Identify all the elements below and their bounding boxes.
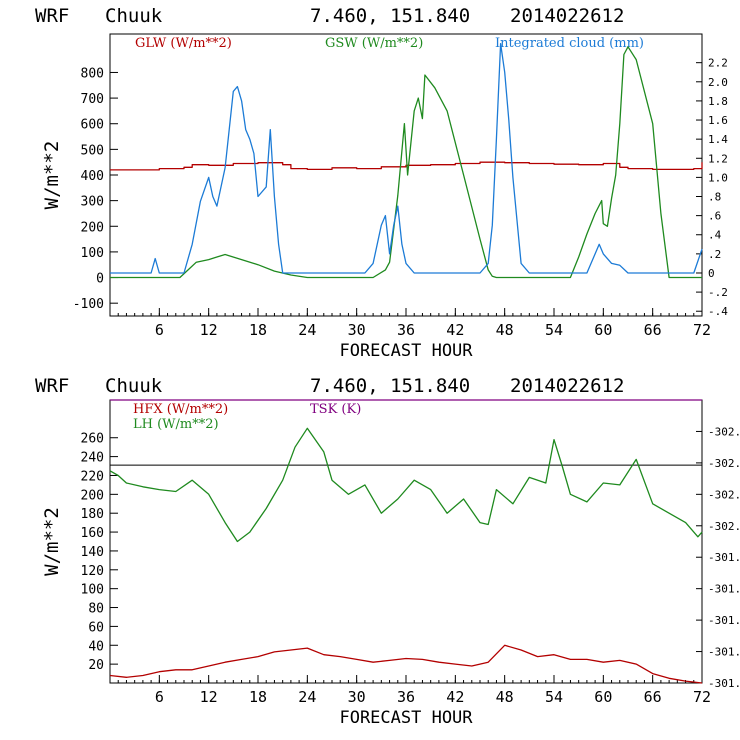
header-coords: 7.460, 151.840	[310, 375, 470, 397]
x-tick-label: 30	[348, 321, 366, 339]
panel-2: WRF Chuuk 7.460, 151.840 2014022612 6 12 18 24 3…	[35, 375, 740, 728]
x-tick-label: 66	[644, 321, 662, 339]
y-tick-label: 0	[96, 272, 104, 287]
legend-entry: TSK (K)	[310, 402, 361, 417]
y-tick-label: 220	[81, 469, 104, 484]
y-tick-label: 80	[88, 602, 104, 617]
y-right-tick-label: -301.0	[708, 677, 740, 690]
x-tick-label: 72	[693, 688, 711, 706]
y-right-tick-label: 2.0	[708, 76, 728, 89]
x-tick-label: 54	[545, 688, 563, 706]
y-tick-label: 200	[81, 220, 104, 235]
legend-entry: GSW (W/m**2)	[325, 36, 423, 51]
y-axis-title: W/m**2	[41, 141, 63, 210]
y-tick-label: 160	[81, 526, 104, 541]
y-tick-label: 40	[88, 639, 104, 654]
x-tick-label: 12	[200, 688, 218, 706]
x-axis-title: FORECAST HOUR	[339, 708, 473, 728]
y-tick-label: 20	[88, 658, 104, 673]
y-right-tick-label: -.2	[708, 286, 728, 299]
series-line	[109, 644, 703, 684]
y-tick-label: 300	[81, 195, 104, 210]
header-run: 2014022612	[510, 5, 624, 27]
y-tick-label: 60	[88, 620, 104, 635]
y-tick-label: 120	[81, 564, 104, 579]
y-tick-label: 800	[81, 66, 104, 81]
y-tick-label: 500	[81, 143, 104, 158]
legend-entry: GLW (W/m**2)	[135, 36, 232, 51]
y-right-tick-label: -301.6	[708, 583, 740, 596]
y-right-tick-label: -301.4	[708, 614, 740, 627]
y-tick-label: 100	[81, 583, 104, 598]
x-tick-label: 24	[298, 321, 316, 339]
panel-1: WRF Chuuk 7.460, 151.840 2014022612 6 12 18 24 3…	[35, 5, 728, 361]
x-tick-label: 24	[298, 688, 316, 706]
x-tick-label: 42	[446, 321, 464, 339]
y-right-tick-label: -.4	[708, 305, 728, 318]
x-tick-label: 6	[155, 688, 164, 706]
y-tick-label: 200	[81, 488, 104, 503]
series-line	[110, 42, 703, 274]
x-tick-label: 66	[644, 688, 662, 706]
y-tick-label: 240	[81, 451, 104, 466]
x-tick-label: 72	[693, 321, 711, 339]
y-right-tick-label: 0	[708, 267, 715, 280]
header-run: 2014022612	[510, 375, 624, 397]
x-tick-label: 48	[496, 321, 514, 339]
x-tick-label: 18	[249, 688, 267, 706]
plot-frame	[109, 399, 703, 684]
y-tick-label: 260	[81, 432, 104, 447]
header-model: WRF	[35, 375, 69, 397]
header-coords: 7.460, 151.840	[310, 5, 470, 27]
header-location: Chuuk	[105, 5, 163, 27]
x-tick-label: 54	[545, 321, 563, 339]
x-tick-label: 42	[446, 688, 464, 706]
plot-frame	[109, 33, 703, 317]
legend-entry: Integrated cloud (mm)	[495, 36, 644, 51]
x-tick-label: 18	[249, 321, 267, 339]
y-axis-title: W/m**2	[41, 507, 63, 576]
y-right-tick-label: -302.4	[708, 457, 740, 470]
y-right-tick-label: .4	[708, 229, 722, 242]
y-tick-label: 100	[81, 246, 104, 261]
legend-entry: LH (W/m**2)	[133, 417, 219, 432]
header-model: WRF	[35, 5, 69, 27]
y-right-tick-label: -302.0	[708, 520, 740, 533]
y-right-tick-label: 1.8	[708, 95, 728, 108]
y-right-tick-label: 1.4	[708, 133, 728, 146]
series-line	[110, 46, 702, 279]
y-right-tick-label: .6	[708, 210, 721, 223]
series-line	[109, 427, 703, 543]
y-right-tick-label: 1.2	[708, 152, 728, 165]
y-right-tick-label: -301.2	[708, 646, 740, 659]
x-tick-label: 12	[200, 321, 218, 339]
y-tick-label: 600	[81, 118, 104, 133]
y-right-tick-label: .2	[708, 248, 721, 261]
x-tick-label: 48	[496, 688, 514, 706]
y-right-tick-label: .8	[708, 191, 721, 204]
y-tick-label: -100	[73, 297, 104, 312]
y-right-tick-label: -301.8	[708, 551, 740, 564]
y-right-tick-label: 2.2	[708, 57, 728, 70]
x-tick-label: 60	[594, 321, 612, 339]
x-tick-label: 36	[397, 321, 415, 339]
series-line	[110, 161, 703, 171]
y-tick-label: 700	[81, 92, 104, 107]
x-axis-title: FORECAST HOUR	[339, 341, 473, 361]
y-right-tick-label: 1.0	[708, 171, 728, 184]
y-tick-label: 140	[81, 545, 104, 560]
y-right-tick-label: -302.2	[708, 488, 740, 501]
y-tick-label: 180	[81, 507, 104, 522]
y-tick-label: 400	[81, 169, 104, 184]
x-tick-label: 6	[155, 321, 164, 339]
y-right-tick-label: 1.6	[708, 114, 728, 127]
legend-entry: HFX (W/m**2)	[133, 402, 228, 417]
x-tick-label: 60	[594, 688, 612, 706]
x-tick-label: 30	[348, 688, 366, 706]
x-tick-label: 36	[397, 688, 415, 706]
header-location: Chuuk	[105, 375, 163, 397]
y-right-tick-label: -302.6	[708, 425, 740, 438]
